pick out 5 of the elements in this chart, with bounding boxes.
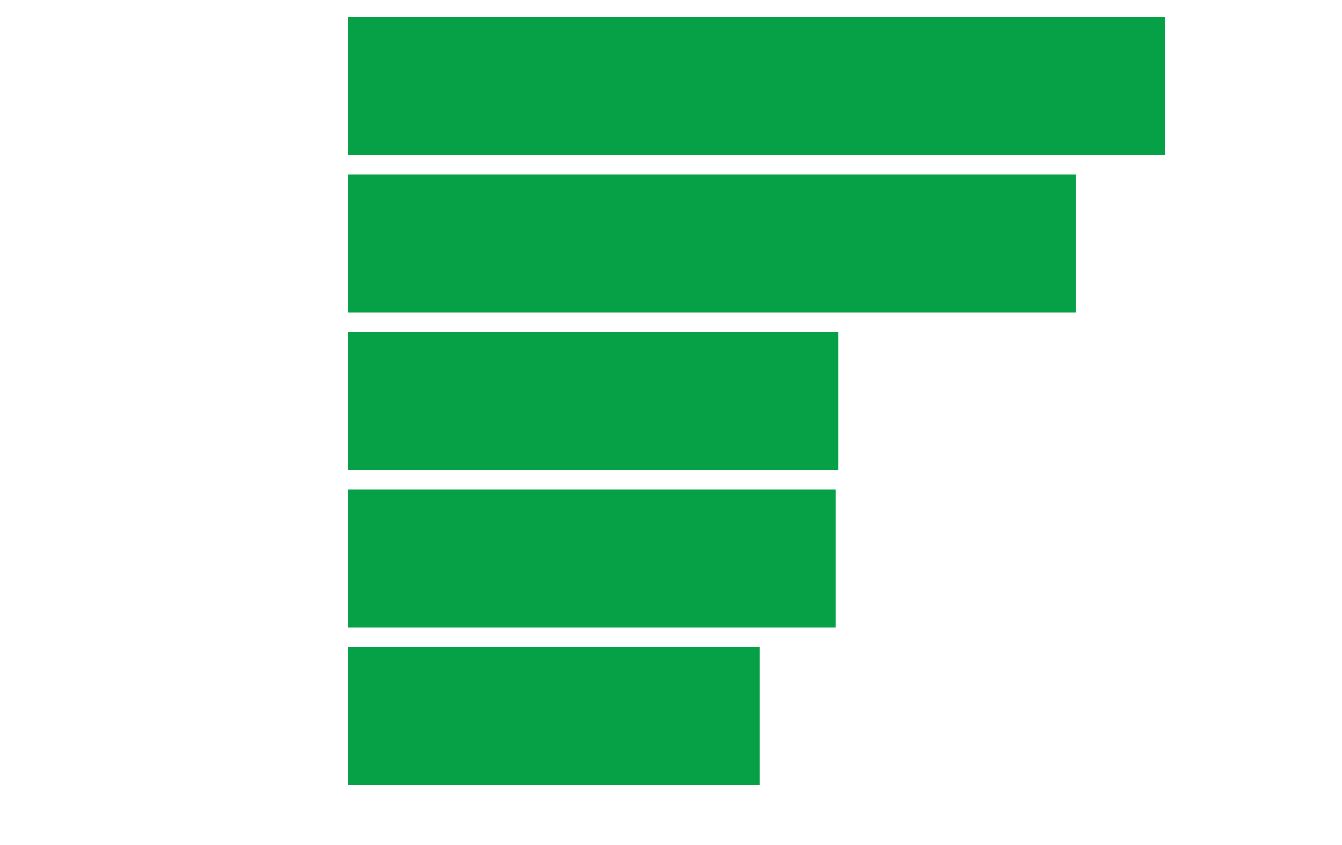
bar — [348, 17, 1165, 155]
bar — [348, 332, 839, 470]
bar — [348, 646, 760, 785]
bar — [348, 489, 836, 628]
bar — [348, 174, 1076, 313]
